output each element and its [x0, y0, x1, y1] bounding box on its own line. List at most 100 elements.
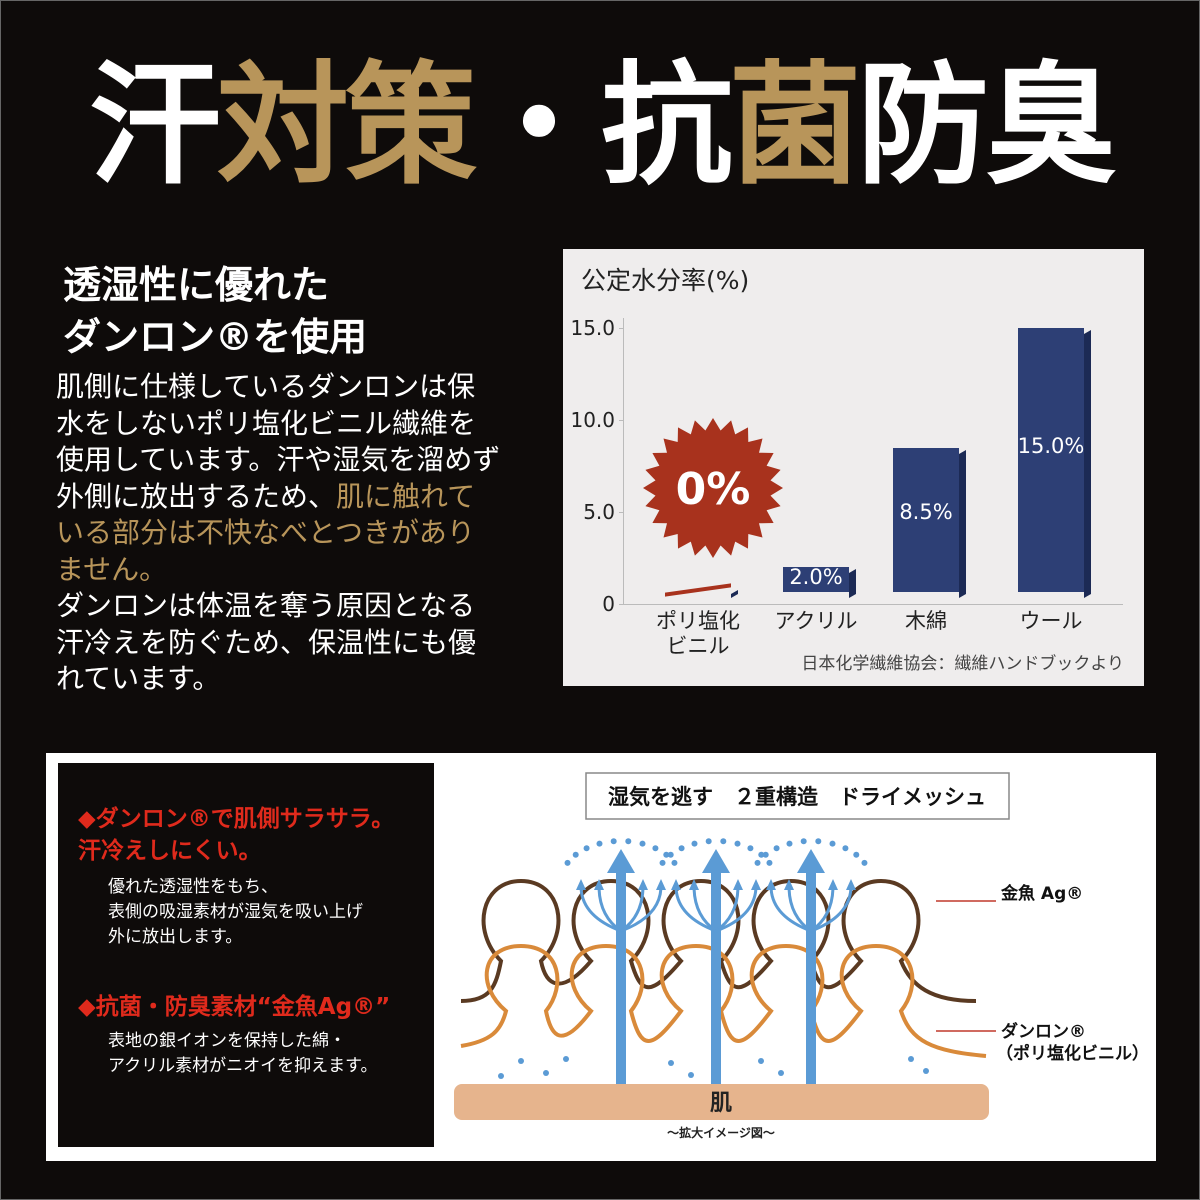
- y-tick-label: 5.0: [583, 500, 615, 524]
- x-tick-label: アクリル: [774, 609, 858, 633]
- arrow-shaft: [616, 869, 626, 1084]
- droplet: [518, 1058, 524, 1064]
- droplet: [610, 838, 617, 845]
- fan-arrow: [810, 885, 853, 933]
- feature-heading: ◆抗菌・防臭素材“金魚Ag®”: [78, 994, 391, 1020]
- fan-head: [576, 879, 586, 890]
- badge: [643, 418, 783, 558]
- droplet: [583, 845, 590, 852]
- title-part: 菌: [729, 49, 861, 203]
- droplet: [563, 1056, 569, 1062]
- droplet: [829, 840, 836, 847]
- droplet: [747, 845, 754, 852]
- droplet: [766, 859, 773, 866]
- feature-line: アクリル素材がニオイを抑えます。: [108, 1056, 378, 1076]
- fan-head: [689, 879, 699, 890]
- bar: [1018, 328, 1084, 592]
- tick-mark: [619, 420, 623, 421]
- droplet: [800, 838, 807, 845]
- paragraph: 肌側に仕様しているダンロンは保水をしないポリ塩化ビニル繊維を使用しています。汗や…: [56, 369, 501, 588]
- feature-line: 優れた透湿性をもち、: [108, 877, 278, 897]
- feature-line: 外に放出します。: [108, 927, 243, 947]
- droplet: [842, 845, 849, 852]
- arrow-shaft: [806, 869, 816, 1084]
- fan-head: [671, 879, 681, 890]
- starburst: [643, 418, 783, 558]
- title-part: 対策: [217, 49, 477, 203]
- droplet: [923, 1068, 929, 1074]
- droplet: [668, 1060, 674, 1066]
- chart-panel: 公定水分率(%) 日本化学繊維協会：繊維ハンドブックより 0 5.0 10.0 15.0 ポ…: [563, 249, 1144, 686]
- heading: 透湿性に優れた ダンロン®を使用: [63, 259, 367, 363]
- y-tick-label: 0: [602, 592, 615, 616]
- arrow-shaft: [711, 869, 721, 1084]
- body-text: 肌側に仕様しているダンロンは保水をしないポリ塩化ビニル繊維を使用しています。汗や…: [56, 370, 501, 513]
- title: 汗対策・抗菌防臭: [1, 41, 1199, 211]
- droplet: [659, 859, 666, 866]
- x-tick-label: ウール: [1019, 609, 1083, 633]
- title-part: 汗: [89, 49, 221, 203]
- fan-head: [784, 879, 794, 890]
- arrow-head: [607, 849, 635, 873]
- heading-line: ダンロン®を使用: [63, 315, 368, 359]
- label-bottom: ダンロン®: [1001, 1021, 1086, 1042]
- fan-arrow: [715, 885, 758, 933]
- droplet: [720, 838, 727, 845]
- arrow-head: [797, 849, 825, 873]
- paragraph: ダンロンは体温を奪う原因となる汗冷えを防ぐため、保温性にも優れています。: [56, 588, 501, 698]
- fan-arrow: [769, 885, 812, 933]
- y-tick-label: 10.0: [570, 408, 615, 432]
- droplet: [762, 851, 769, 858]
- value-label: 2.0%: [789, 565, 843, 590]
- droplet: [758, 1058, 764, 1064]
- heading-line: 透湿性に優れた: [63, 263, 330, 307]
- title-part: ・抗: [473, 49, 733, 203]
- fan-head: [656, 879, 666, 890]
- fan-head: [594, 879, 604, 890]
- feature-heading: ◆ダンロン®で肌側サラサラ。汗冷えしにくい。: [78, 806, 395, 864]
- tick-mark: [619, 604, 623, 605]
- droplet: [639, 840, 646, 847]
- arrow-head: [702, 849, 730, 873]
- droplet: [667, 851, 674, 858]
- droplet: [734, 840, 741, 847]
- chart-source: 日本化学繊維協会：繊維ハンドブックより: [801, 654, 1124, 674]
- droplet: [908, 1056, 914, 1062]
- droplet: [861, 859, 868, 866]
- droplet: [754, 859, 761, 866]
- y-tick-label: 15.0: [570, 316, 615, 340]
- droplet: [564, 859, 571, 866]
- skin-label: 肌: [710, 1091, 732, 1116]
- fan-head: [766, 879, 776, 890]
- value-label: 0%: [675, 464, 751, 515]
- droplet: [678, 845, 685, 852]
- axis-line: [623, 604, 1123, 605]
- droplet: [691, 840, 698, 847]
- fan-head: [751, 879, 761, 890]
- feature-line: 表地の銀イオンを保持した綿・: [108, 1031, 346, 1051]
- bar: [893, 447, 959, 592]
- fan-head: [733, 879, 743, 890]
- body: 肌側に仕様しているダンロンは保水をしないポリ塩化ビニル繊維を使用しています。汗や…: [56, 369, 501, 698]
- droplet: [663, 851, 670, 858]
- fan-head: [846, 879, 856, 890]
- chart-title: 公定水分率(%): [581, 266, 750, 295]
- droplet: [815, 838, 822, 845]
- droplet: [596, 840, 603, 847]
- axis-line: [623, 318, 624, 604]
- droplet: [498, 1073, 504, 1079]
- fan-head: [828, 879, 838, 890]
- droplet: [688, 1072, 694, 1078]
- tick-mark: [619, 328, 623, 329]
- x-tick-label: ポリ塩化ビニル: [656, 609, 740, 658]
- feature-line: 表側の吸湿素材が湿気を吸い上げ: [108, 902, 363, 922]
- diagram-title: 湿気を逃す ２重構造 ドライメッシュ: [608, 784, 986, 809]
- value-label: 8.5%: [899, 499, 953, 524]
- fan-arrow: [620, 885, 663, 933]
- tick-mark: [619, 512, 623, 513]
- title-part: 防臭: [857, 49, 1117, 203]
- value-label: 15.0%: [1017, 433, 1085, 458]
- body-text: ダンロンは体温を奪う原因となる汗冷えを防ぐため、保温性にも優れています。: [56, 589, 477, 695]
